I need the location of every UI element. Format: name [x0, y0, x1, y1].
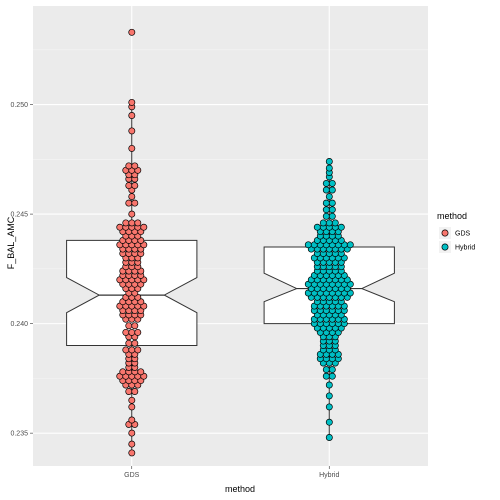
y-tick-label: 0.250	[10, 102, 28, 109]
x-tick-label: GDS	[124, 472, 140, 479]
data-point	[322, 199, 330, 207]
y-tick-label: 0.245	[10, 212, 28, 219]
data-point	[131, 322, 139, 330]
data-point	[328, 206, 336, 214]
data-point	[325, 392, 333, 400]
data-point	[125, 162, 133, 170]
x-axis-title: method	[225, 484, 255, 494]
legend-swatch	[441, 243, 449, 251]
data-point	[125, 199, 133, 207]
data-point	[325, 158, 333, 165]
data-point	[140, 223, 148, 231]
legend-title: method	[437, 211, 467, 221]
data-point	[125, 339, 133, 347]
data-point	[322, 186, 330, 194]
data-point	[134, 328, 142, 336]
data-point	[304, 241, 312, 249]
data-point	[128, 328, 136, 336]
data-point	[325, 219, 333, 227]
data-point	[322, 372, 330, 380]
data-point	[325, 434, 333, 441]
legend-entries: GDS Hybrid	[439, 227, 475, 253]
data-point	[128, 144, 136, 152]
data-point	[131, 182, 139, 190]
dot-series-gds	[116, 28, 148, 457]
data-point	[337, 223, 345, 231]
legend-label: Hybrid	[455, 245, 475, 252]
data-point	[128, 429, 136, 437]
y-axis-title: F_BAL_AMC	[6, 216, 16, 269]
data-point	[128, 403, 136, 411]
data-point	[128, 449, 136, 457]
legend-swatch	[441, 229, 449, 237]
data-point	[128, 219, 136, 227]
data-point	[331, 219, 339, 227]
data-point	[328, 372, 336, 380]
data-point	[328, 179, 336, 187]
dot-series-hybrid	[304, 158, 354, 441]
data-point	[131, 339, 139, 347]
data-point	[325, 164, 333, 172]
data-point	[322, 206, 330, 214]
data-point	[328, 212, 336, 220]
data-point	[119, 368, 127, 376]
y-tick-label: 0.235	[10, 431, 28, 438]
data-point	[128, 440, 136, 448]
y-tick-label: 0.240	[10, 321, 28, 328]
data-point	[325, 193, 333, 201]
data-point	[328, 186, 336, 194]
axis-layer: 0.235 0.240 0.245 0.250 GDS Hybrid	[10, 102, 339, 479]
data-point	[328, 199, 336, 207]
data-point	[325, 381, 333, 389]
data-point	[128, 416, 136, 424]
data-point	[322, 366, 330, 374]
data-point	[122, 328, 130, 336]
legend-label: GDS	[455, 231, 471, 238]
data-point	[134, 219, 142, 227]
data-point	[122, 346, 130, 354]
data-point	[128, 396, 136, 404]
data-point	[325, 403, 333, 411]
x-tick-label: Hybrid	[319, 472, 339, 479]
data-point	[125, 388, 133, 395]
data-point	[313, 223, 321, 231]
data-point	[322, 212, 330, 220]
data-point	[325, 418, 333, 426]
data-point	[116, 223, 124, 231]
data-point	[128, 346, 136, 354]
data-point	[125, 322, 133, 330]
data-point	[128, 210, 136, 218]
data-point	[134, 346, 142, 354]
data-point	[131, 162, 139, 170]
legend-entry-gds: GDS	[439, 227, 471, 239]
data-point	[122, 219, 130, 227]
data-point	[128, 28, 136, 36]
data-point	[137, 368, 145, 376]
data-point	[125, 182, 133, 190]
data-point	[346, 241, 354, 249]
data-point	[128, 112, 136, 119]
data-point	[128, 127, 136, 135]
data-point	[128, 98, 136, 106]
data-point	[131, 199, 139, 207]
data-point	[131, 388, 139, 395]
plot-panel	[33, 6, 428, 466]
dot-layer	[116, 28, 354, 457]
legend: method GDS Hybrid	[437, 211, 475, 253]
legend-entry-hybrid: Hybrid	[439, 241, 475, 253]
data-point	[319, 219, 327, 227]
data-point	[322, 179, 330, 187]
data-point	[328, 366, 336, 374]
data-point	[128, 193, 136, 201]
